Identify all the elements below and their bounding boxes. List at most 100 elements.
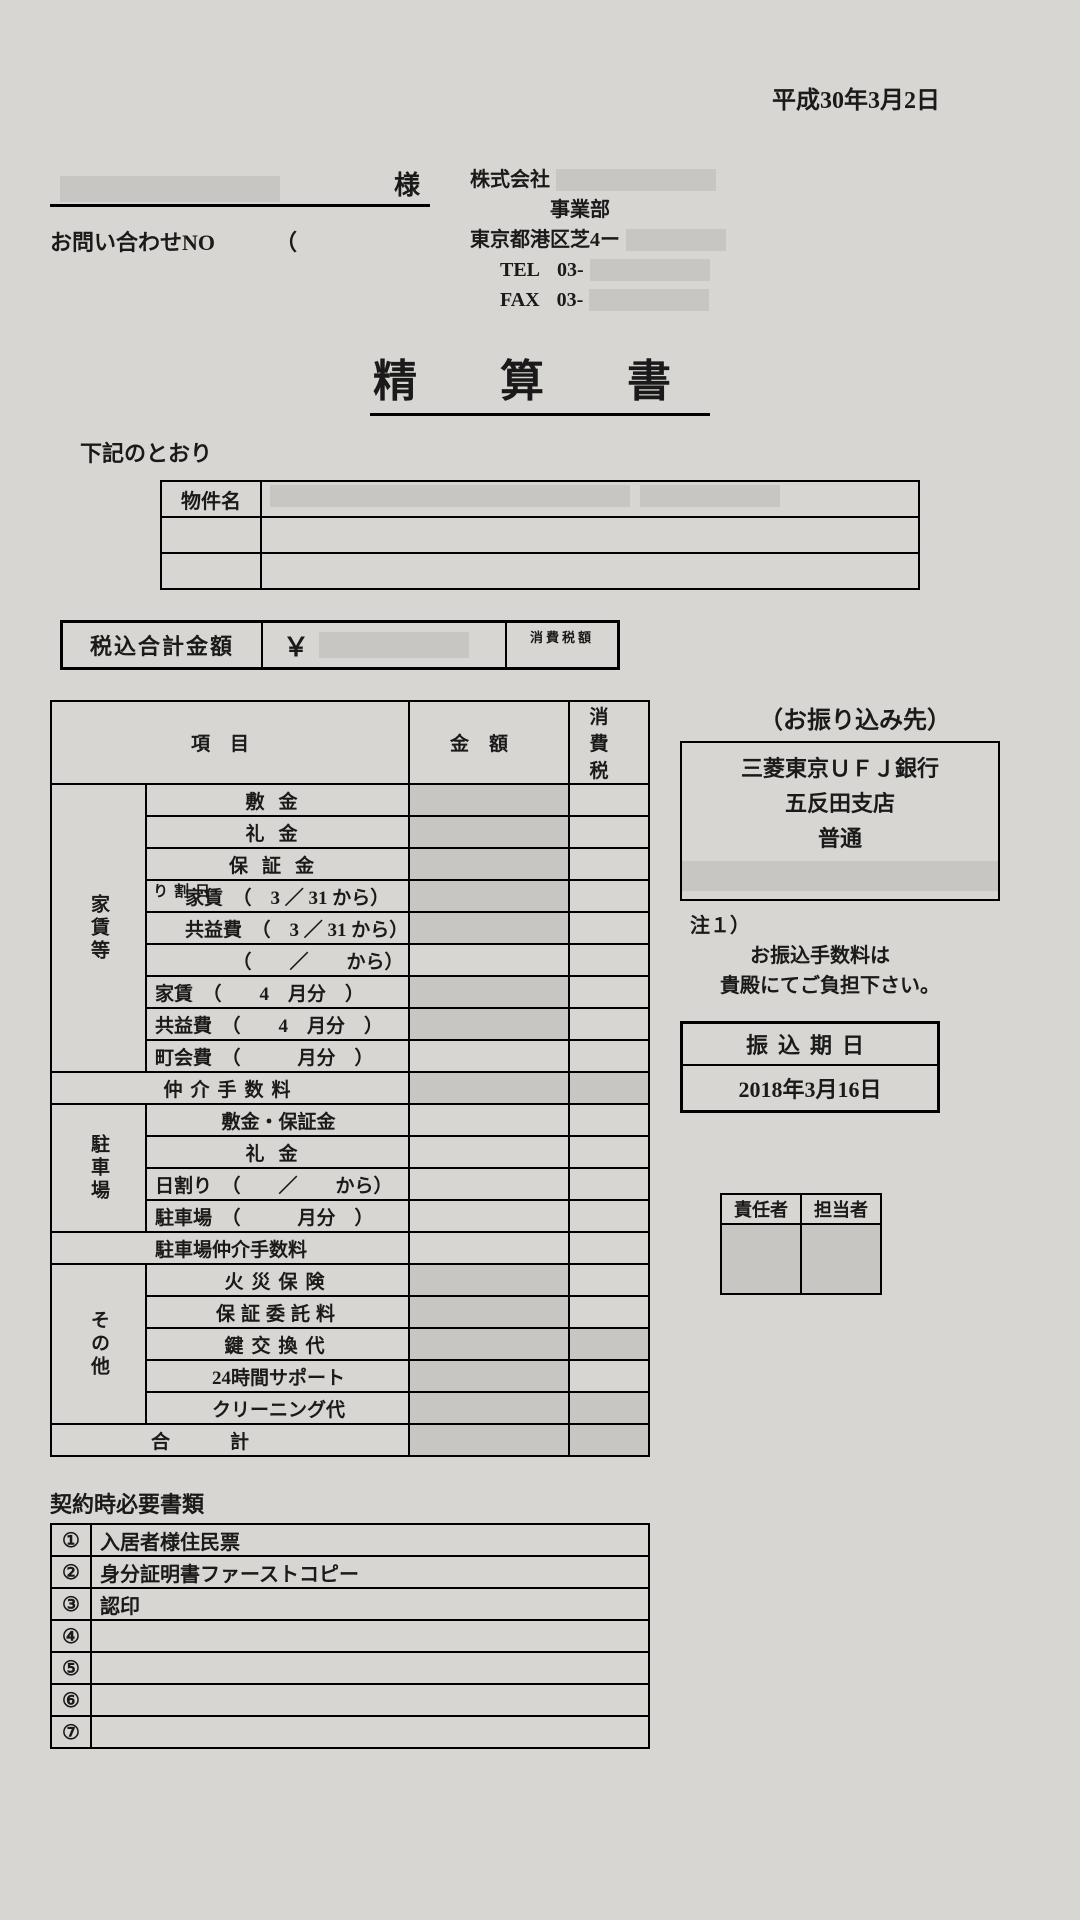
doc-desc-5 bbox=[91, 1652, 649, 1684]
item-kyoeki-d: 共益費 （ 3 ／ 31 から） bbox=[146, 912, 409, 944]
amt-cleaning bbox=[409, 1392, 569, 1424]
doc-desc-7 bbox=[91, 1716, 649, 1748]
item-hoshokin: 保証金 bbox=[146, 848, 409, 880]
document-date: 平成30年3月2日 bbox=[50, 80, 940, 115]
header-amount: 金額 bbox=[409, 701, 569, 784]
documents-title: 契約時必要書類 bbox=[50, 1487, 1030, 1519]
tel-value: 03- bbox=[557, 255, 584, 285]
stamp-cell-2 bbox=[801, 1224, 881, 1294]
amt-kasai bbox=[409, 1264, 569, 1296]
item-p-rei: 礼金 bbox=[146, 1136, 409, 1168]
bank-name: 三菱東京ＵＦＪ銀行 bbox=[682, 751, 998, 786]
property-value bbox=[261, 481, 919, 517]
item-kyoeki-m: 共益費 （ 4 月分 ） bbox=[146, 1008, 409, 1040]
item-yachin-d: 日割り家賃 （ 3 ／ 31 から） bbox=[146, 880, 409, 912]
company-dept: 事業部 bbox=[550, 195, 610, 225]
company-addr: 東京都港区芝4ー bbox=[470, 225, 620, 255]
item-chokai-m: 町会費 （ 月分 ） bbox=[146, 1040, 409, 1072]
tax-kyoeki-d bbox=[569, 912, 649, 944]
tax-p-shiki bbox=[569, 1104, 649, 1136]
recipient-name-line: 様 bbox=[50, 165, 430, 207]
amt-support bbox=[409, 1360, 569, 1392]
item-p-shiki: 敷金・保証金 bbox=[146, 1104, 409, 1136]
item-cleaning: クリーニング代 bbox=[146, 1392, 409, 1424]
note-line1: お振込手数料は bbox=[690, 945, 890, 967]
doc-num-3: ③ bbox=[51, 1588, 91, 1620]
amt-yachin-m bbox=[409, 976, 569, 1008]
note-label: 注１） bbox=[690, 915, 750, 937]
doc-desc-6 bbox=[91, 1684, 649, 1716]
item-kasai: 火災保険 bbox=[146, 1264, 409, 1296]
total-box: 税込合計金額 ￥ 消費税額 bbox=[60, 620, 620, 670]
amt-p-shiki bbox=[409, 1104, 569, 1136]
recipient-block: 様 お問い合わせNO （ bbox=[50, 165, 430, 315]
inquiry-paren: （ bbox=[275, 225, 297, 257]
tax-p-chukai bbox=[569, 1232, 649, 1264]
amt-gokei bbox=[409, 1424, 569, 1456]
recipient-suffix: 様 bbox=[394, 165, 420, 202]
amt-reikin bbox=[409, 816, 569, 848]
company-prefix: 株式会社 bbox=[470, 165, 550, 195]
header-row: 様 お問い合わせNO （ 株式会社 事業部 東京都港区芝4ー TEL 03- F… bbox=[50, 165, 1030, 315]
hiwari-label: 日割り bbox=[149, 883, 212, 911]
document-title: 精 算 書 bbox=[370, 345, 710, 416]
bank-branch: 五反田支店 bbox=[682, 786, 998, 821]
amt-kyoeki-d bbox=[409, 912, 569, 944]
property-row3-value bbox=[261, 553, 919, 589]
category-parking: 駐車場 bbox=[51, 1104, 146, 1232]
property-row2-value bbox=[261, 517, 919, 553]
item-chukai: 仲介手数料 bbox=[51, 1072, 409, 1104]
tax-p-hiwari bbox=[569, 1168, 649, 1200]
item-p-chukai: 駐車場仲介手数料 bbox=[51, 1232, 409, 1264]
doc-desc-4 bbox=[91, 1620, 649, 1652]
tax-gokei bbox=[569, 1424, 649, 1456]
total-amount: ￥ bbox=[263, 623, 507, 667]
property-row3-label bbox=[161, 553, 261, 589]
doc-num-6: ⑥ bbox=[51, 1684, 91, 1716]
amt-yachin-d bbox=[409, 880, 569, 912]
item-blank-d: （ ／ から） bbox=[146, 944, 409, 976]
redacted-addr bbox=[626, 229, 726, 251]
stamp-header-2: 担当者 bbox=[801, 1194, 881, 1224]
tax-kasai bbox=[569, 1264, 649, 1296]
doc-desc-3: 認印 bbox=[91, 1588, 649, 1620]
amt-p-month bbox=[409, 1200, 569, 1232]
item-p-hiwari: 日割り （ ／ から） bbox=[146, 1168, 409, 1200]
doc-num-5: ⑤ bbox=[51, 1652, 91, 1684]
stamp-header-1: 責任者 bbox=[721, 1194, 801, 1224]
item-support: 24時間サポート bbox=[146, 1360, 409, 1392]
amt-chokai-m bbox=[409, 1040, 569, 1072]
property-table: 物件名 bbox=[160, 480, 920, 590]
amt-p-rei bbox=[409, 1136, 569, 1168]
main-content-row: 項目 金額 消費税 家賃等 敷金 礼金 保証金 日割り家賃 （ 3 ／ 31 か… bbox=[50, 700, 1030, 1457]
amt-chukai bbox=[409, 1072, 569, 1104]
bank-box: 三菱東京ＵＦＪ銀行 五反田支店 普通 bbox=[680, 741, 1000, 901]
redacted-company bbox=[556, 169, 716, 191]
amt-hoshokin bbox=[409, 848, 569, 880]
item-yachin-m: 家賃 （ 4 月分 ） bbox=[146, 976, 409, 1008]
property-row2-label bbox=[161, 517, 261, 553]
yen-symbol: ￥ bbox=[283, 627, 309, 664]
company-block: 株式会社 事業部 東京都港区芝4ー TEL 03- FAX 03- bbox=[470, 165, 1030, 315]
doc-desc-2: 身分証明書ファーストコピー bbox=[91, 1556, 649, 1588]
documents-table: ①入居者様住民票 ②身分証明書ファーストコピー ③認印 ④ ⑤ ⑥ ⑦ bbox=[50, 1523, 650, 1749]
tax-p-month bbox=[569, 1200, 649, 1232]
bank-note: 注１） お振込手数料は 貴殿にてご負担下さい。 bbox=[690, 911, 1030, 1001]
redacted-account bbox=[682, 861, 998, 891]
tax-reikin bbox=[569, 816, 649, 848]
redacted-total bbox=[319, 632, 469, 658]
tax-chokai-m bbox=[569, 1040, 649, 1072]
documents-section: 契約時必要書類 ①入居者様住民票 ②身分証明書ファーストコピー ③認印 ④ ⑤ … bbox=[50, 1487, 1030, 1749]
tax-kagi bbox=[569, 1328, 649, 1360]
tax-cleaning bbox=[569, 1392, 649, 1424]
category-other: その他 bbox=[51, 1264, 146, 1424]
item-reikin: 礼金 bbox=[146, 816, 409, 848]
redacted-recipient bbox=[60, 176, 280, 202]
side-column: （お振り込み先） 三菱東京ＵＦＪ銀行 五反田支店 普通 注１） お振込手数料は … bbox=[680, 700, 1030, 1295]
tax-kyoeki-m bbox=[569, 1008, 649, 1040]
doc-num-2: ② bbox=[51, 1556, 91, 1588]
item-hosho: 保証委託料 bbox=[146, 1296, 409, 1328]
amt-blank-d bbox=[409, 944, 569, 976]
item-p-month: 駐車場 （ 月分 ） bbox=[146, 1200, 409, 1232]
redacted-tel bbox=[590, 259, 710, 281]
